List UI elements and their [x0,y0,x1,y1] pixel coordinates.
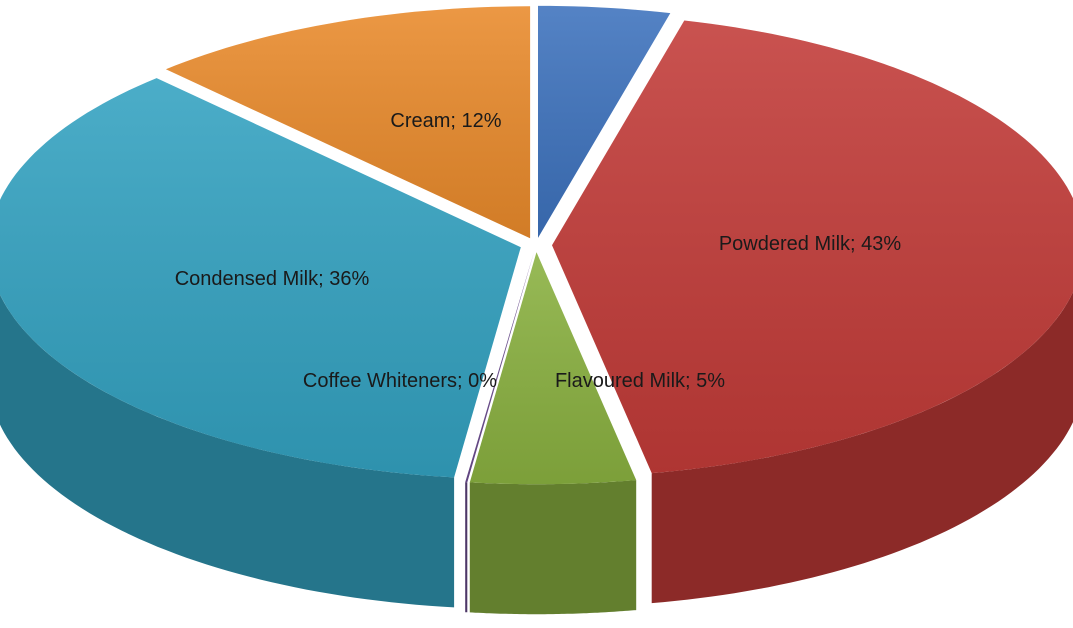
pie-side-1 [651,292,1073,604]
slice-label-1: Powdered Milk; 43% [719,233,902,255]
pie-slice-shade-2 [469,252,637,485]
pie-side-4 [0,294,455,608]
pie-sides [0,292,1073,615]
pie-slice-shade-0 [538,5,671,238]
pie-labels: Powdered Milk; 43% Flavoured Milk; 5% Coff… [175,110,902,392]
slice-label-3: Coffee Whiteners; 0% [303,370,497,392]
pie-side-3 [465,482,468,613]
slice-label-2: Flavoured Milk; 5% [555,370,725,392]
pie-slice-shade-5 [165,6,531,239]
pie-slice-shade-3 [465,252,534,483]
pie-tops [0,5,1073,485]
slice-label-4: Condensed Milk; 36% [175,268,370,290]
pie-side-2 [469,480,637,615]
pie-slice-shade-1 [552,20,1073,474]
pie-slice-shade-4 [0,78,521,478]
slice-label-5: Cream; 12% [390,110,501,132]
